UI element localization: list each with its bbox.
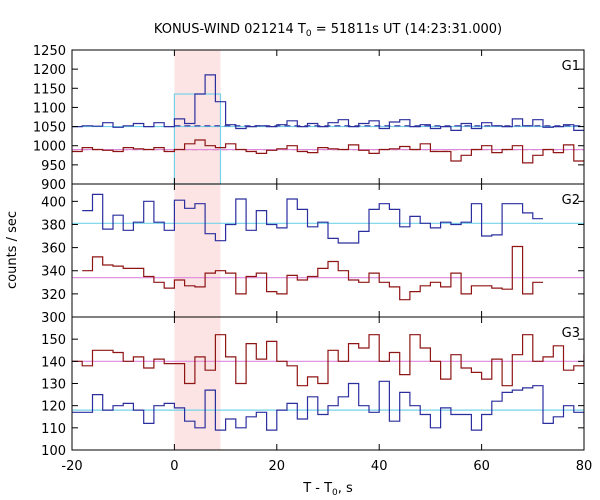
x-axis-label-subscript: 0 bbox=[332, 488, 338, 498]
series-blue-step-line bbox=[82, 193, 543, 244]
x-tick-label: 0 bbox=[170, 459, 178, 474]
y-tick-label: 400 bbox=[41, 195, 66, 210]
y-tick-label: 100 bbox=[41, 444, 66, 459]
chart-title-subscript: 0 bbox=[306, 29, 312, 39]
y-tick-label: 1000 bbox=[33, 140, 66, 155]
y-tick-label: 1250 bbox=[33, 44, 66, 59]
y-tick-label: 950 bbox=[41, 159, 66, 174]
panel-label: G2 bbox=[562, 193, 580, 208]
x-tick-label: 40 bbox=[371, 459, 388, 474]
series-red-step-line bbox=[72, 334, 584, 387]
x-tick-label: 20 bbox=[269, 459, 286, 474]
y-tick-label: 140 bbox=[41, 355, 66, 370]
y-tick-label: 1150 bbox=[33, 82, 66, 97]
panel-g1: 900 950 1000 1050 1100 1150 1200 1250 G1 bbox=[33, 44, 585, 193]
y-tick-label: 900 bbox=[41, 178, 66, 193]
x-tick-label: -20 bbox=[61, 459, 82, 474]
y-tick-label: 130 bbox=[41, 378, 66, 393]
x-tick-labels: -20 0 20 40 60 80 bbox=[61, 459, 592, 474]
y-tick-label: 360 bbox=[41, 242, 66, 257]
y-axis-label: counts / sec bbox=[5, 211, 20, 289]
x-tick-label: 80 bbox=[576, 459, 593, 474]
x-axis-label: T - T0, s bbox=[302, 481, 353, 498]
panel-plot-area bbox=[72, 334, 584, 431]
series-red-step-line bbox=[82, 245, 543, 301]
panel-label: G3 bbox=[562, 326, 580, 341]
panel-plot-area bbox=[72, 74, 584, 185]
x-tick-label: 60 bbox=[473, 459, 490, 474]
panel-label: G1 bbox=[562, 59, 580, 74]
series-red-step-line bbox=[72, 139, 584, 164]
chart-title: KONUS-WIND 021214 T0 = 51811s UT (14:23:… bbox=[154, 22, 502, 39]
panel-frame bbox=[71, 49, 585, 185]
y-tick-label: 110 bbox=[41, 422, 66, 437]
y-tick-label: 1100 bbox=[33, 101, 66, 116]
y-tick-label: 380 bbox=[41, 218, 66, 233]
y-tick-label: 150 bbox=[41, 333, 66, 348]
series-blue-step-line bbox=[72, 380, 584, 431]
series-blue-step-line bbox=[72, 74, 584, 131]
panels: 900950100010501100115012001250G130032034… bbox=[33, 44, 592, 474]
panel-g3: 100 110 120 130 140 150 G3 bbox=[41, 316, 585, 459]
highlight-interval bbox=[174, 50, 221, 450]
y-tick-label: 1050 bbox=[33, 121, 66, 136]
panel-plot-area bbox=[72, 193, 584, 301]
panel-g2: 300 320 340 360 380 400 G2 bbox=[41, 183, 585, 326]
y-tick-label: 340 bbox=[41, 265, 66, 280]
y-tick-label: 320 bbox=[41, 288, 66, 303]
y-tick-label: 120 bbox=[41, 400, 66, 415]
y-tick-label: 1200 bbox=[33, 63, 66, 78]
y-tick-label: 300 bbox=[41, 311, 66, 326]
